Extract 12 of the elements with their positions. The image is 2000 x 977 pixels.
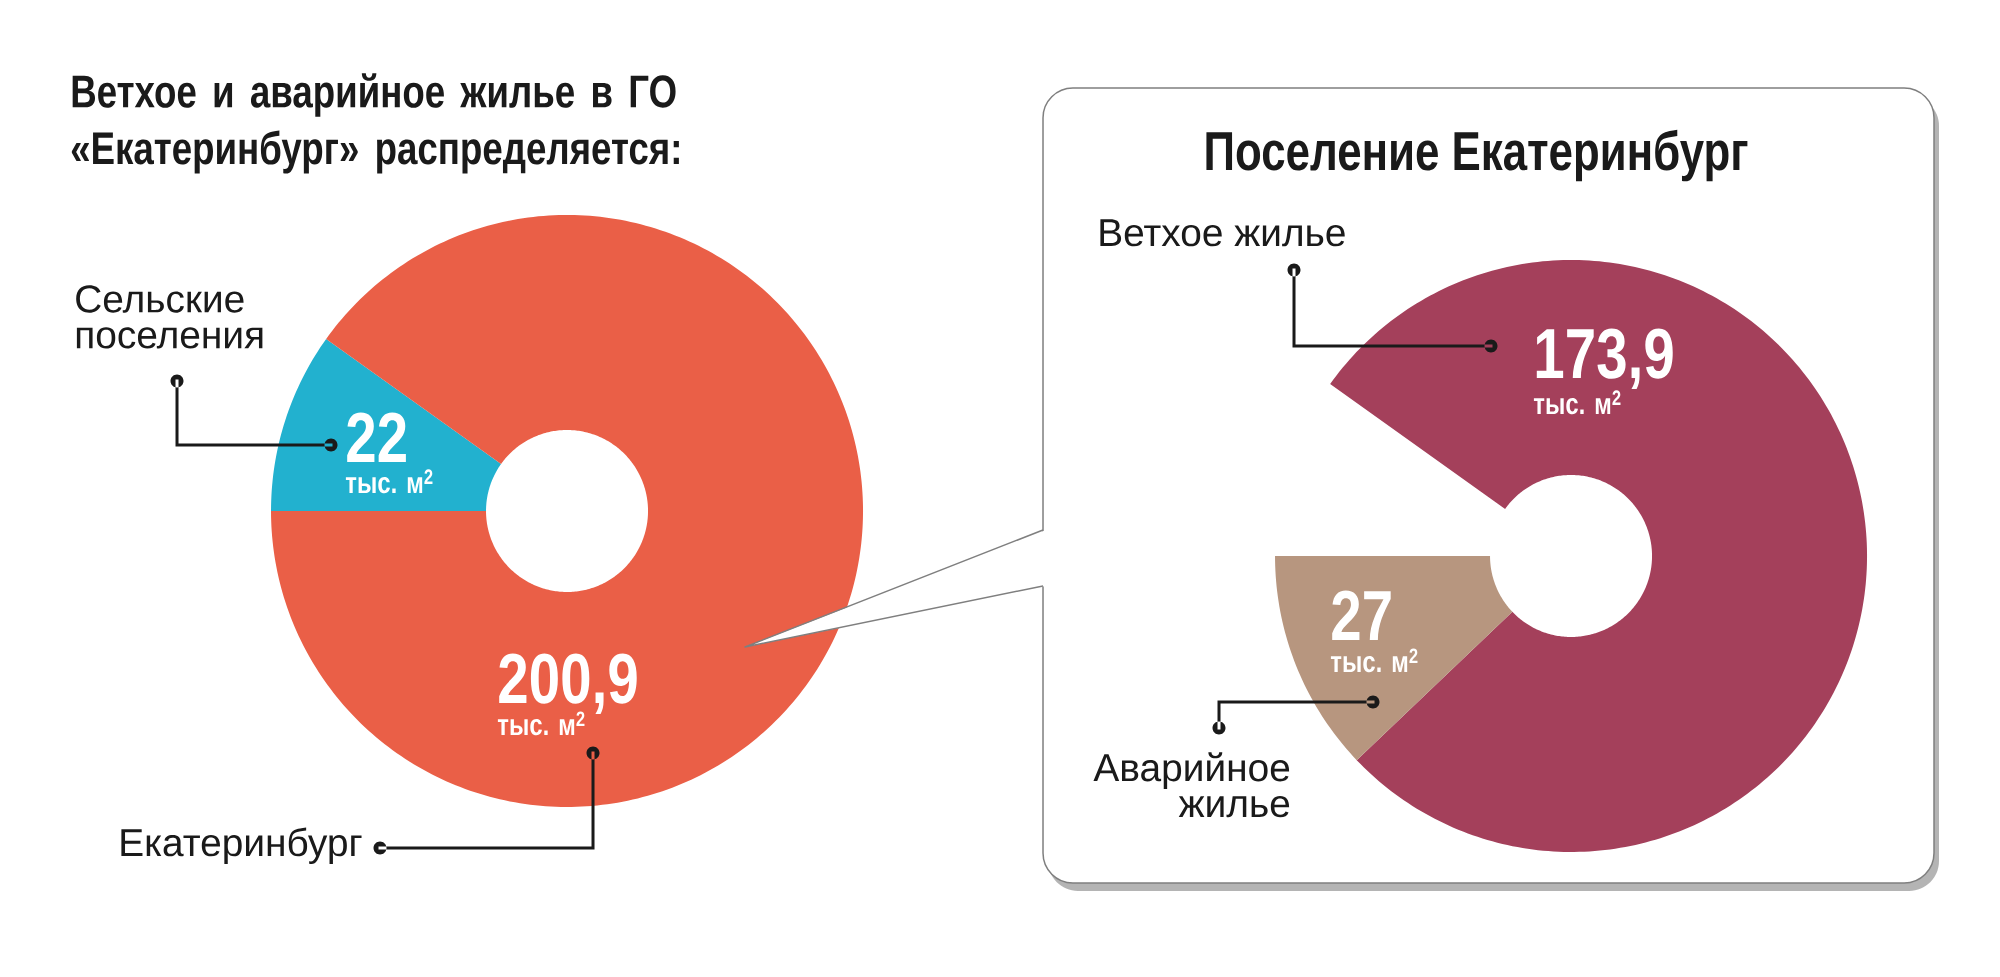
chart-title: Ветхое и аварийное жилье в ГО «Екатеринбург» распределяется: [71, 73, 679, 174]
slice-label: Сельские поселения [76, 285, 263, 349]
text: тыс. м$^{2}$ [345, 469, 433, 494]
data-label: 27 [1332, 590, 1391, 640]
slice-label: Екатеринбург [121, 827, 362, 865]
slice-label: Ветхое жилье [1100, 219, 1345, 247]
chart-title: Поселение Екатеринбург [1206, 129, 1748, 182]
text: тыс. м$^{2}$ [1330, 648, 1418, 673]
data-label: 173,9 [1536, 328, 1673, 389]
data-label: 22 [347, 412, 406, 462]
slice-label: Аварийное жилье [1093, 752, 1290, 818]
text: тыс. м$^{2}$ [1533, 390, 1621, 415]
